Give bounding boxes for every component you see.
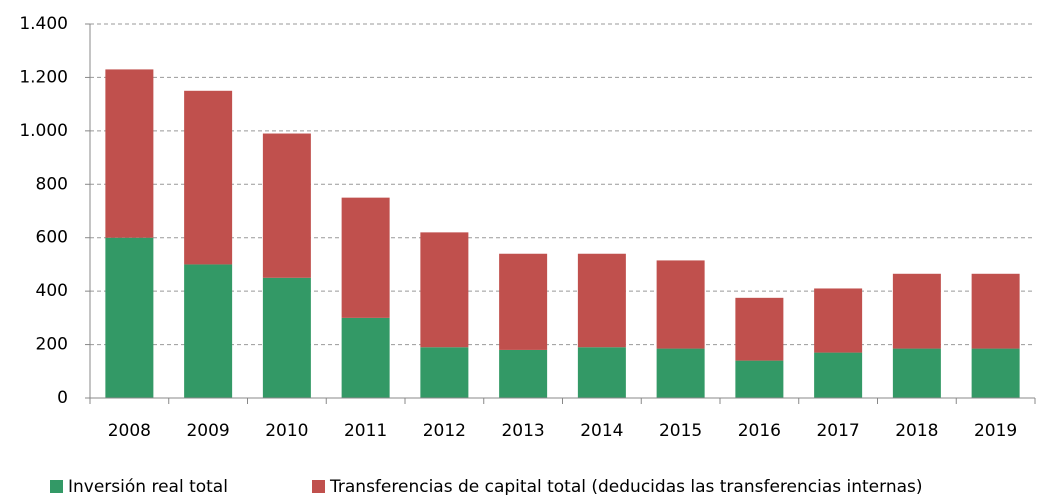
x-tick-label: 2009	[186, 421, 229, 441]
bar	[735, 297, 784, 361]
legend-swatch	[312, 480, 325, 493]
bar	[577, 253, 626, 348]
y-tick-label: 1.200	[19, 67, 68, 87]
x-tick-label: 2008	[108, 421, 151, 441]
y-tick-label: 800	[36, 174, 68, 194]
bar	[420, 232, 469, 348]
bar	[971, 273, 1020, 349]
bar	[105, 237, 154, 398]
bar	[341, 317, 390, 398]
bar	[262, 277, 311, 398]
bar	[420, 347, 469, 398]
bar	[341, 197, 390, 318]
bar	[892, 348, 941, 398]
x-tick-label: 2011	[344, 421, 387, 441]
legend-swatch	[50, 480, 63, 493]
bar	[656, 260, 705, 349]
y-tick-label: 400	[36, 281, 68, 301]
bar	[105, 69, 154, 238]
bar	[499, 253, 548, 350]
x-tick-label: 2016	[738, 421, 781, 441]
x-tick-label: 2010	[265, 421, 308, 441]
y-tick-label: 600	[36, 228, 68, 248]
bar	[814, 352, 863, 398]
x-tick-label: 2013	[501, 421, 544, 441]
legend-label: Inversión real total	[68, 477, 228, 495]
bar	[971, 348, 1020, 398]
bar	[656, 348, 705, 398]
x-tick-label: 2012	[423, 421, 466, 441]
bar	[184, 90, 233, 265]
bar	[735, 360, 784, 398]
x-tick-label: 2017	[816, 421, 859, 441]
y-tick-label: 1.400	[19, 14, 68, 34]
y-tick-label: 1.000	[19, 121, 68, 141]
x-tick-label: 2018	[895, 421, 938, 441]
x-tick-label: 2019	[974, 421, 1017, 441]
bar	[262, 133, 311, 278]
bar	[577, 347, 626, 398]
bar	[184, 264, 233, 398]
x-tick-label: 2014	[580, 421, 623, 441]
legend-label: Transferencias de capital total (deducid…	[329, 477, 923, 495]
bar	[499, 349, 548, 398]
y-tick-label: 0	[57, 388, 68, 408]
bar	[892, 273, 941, 349]
x-tick-label: 2015	[659, 421, 702, 441]
bar	[814, 288, 863, 353]
y-tick-label: 200	[36, 335, 68, 355]
